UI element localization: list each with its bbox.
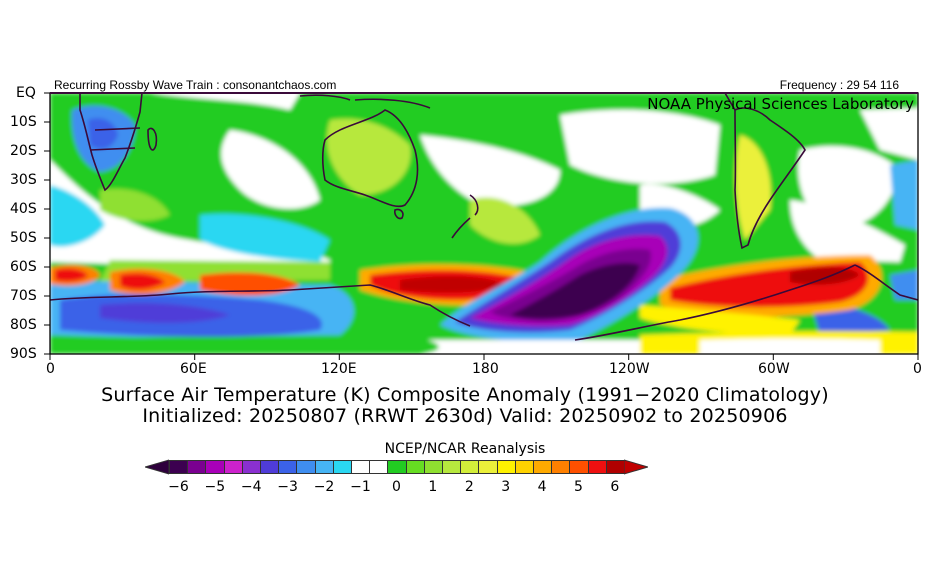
lon-ticks (49, 354, 919, 360)
lat-label-20s: 20S (10, 143, 37, 159)
anomaly-field (50, 93, 918, 354)
lat-label-eq: EQ (16, 85, 36, 101)
colorbar-over-arrow (624, 459, 648, 475)
colorbar-swatch (587, 460, 607, 474)
lon-label-180: 180 (472, 361, 499, 377)
colorbar-label: NCEP/NCAR Reanalysis (384, 441, 546, 457)
colorbar-swatch (496, 460, 516, 474)
colorbar-swatch (351, 460, 371, 474)
colorbar-tick-label: 5 (574, 479, 583, 495)
lon-label-60e: 60E (180, 361, 207, 377)
colorbar-tick-label: 1 (428, 479, 438, 495)
colorbar-tick-label: 4 (537, 479, 547, 495)
lat-label-70s: 70S (10, 288, 37, 304)
colorbar-swatch (260, 460, 280, 474)
colorbar-tick-label: 2 (464, 479, 474, 495)
colorbar (145, 459, 825, 475)
colorbar-swatch (169, 460, 189, 474)
colorbar-swatch (478, 460, 498, 474)
colorbar-tick-label: 3 (501, 479, 511, 495)
colorbar-tick-label: −1 (350, 479, 371, 495)
lat-label-40s: 40S (10, 201, 37, 217)
title-line-2: Initialized: 20250807 (RRWT 2630d) Valid… (142, 405, 788, 427)
colorbar-under-arrow (145, 459, 169, 475)
lon-label-120w: 120W (609, 361, 650, 377)
colorbar-swatch (460, 460, 480, 474)
colorbar-swatch (205, 460, 225, 474)
coastlines (50, 93, 918, 341)
title-line-1: Surface Air Temperature (K) Composite An… (101, 384, 829, 406)
colorbar-tick-label: 0 (392, 479, 401, 495)
colorbar-tick-label: −2 (313, 479, 335, 495)
colorbar-tick-label: −5 (204, 479, 226, 495)
lon-label-120e: 120E (321, 361, 357, 377)
colorbar-swatch (187, 460, 207, 474)
lat-label-60s: 60S (10, 259, 37, 275)
colorbar-swatch (442, 460, 462, 474)
colorbar-tick-label: −6 (168, 479, 189, 495)
colorbar-swatch (314, 460, 334, 474)
colorbar-swatch (423, 460, 443, 474)
header-right-caption: Frequency : 29 54 116 (779, 78, 899, 92)
colorbar-tick-label: −4 (240, 479, 262, 495)
colorbar-swatch (569, 460, 589, 474)
lat-label-30s: 30S (10, 172, 37, 188)
colorbar-swatch (514, 460, 534, 474)
colorbar-tick-label: 6 (610, 479, 620, 495)
colorbar-swatch (405, 460, 425, 474)
colorbar-tick-labels: −6 −5 −4 −3 −2 −1 0 1 2 3 4 5 6 (0, 479, 930, 497)
lab-credit: NOAA Physical Sciences Laboratory (647, 95, 914, 113)
colorbar-swatch (241, 460, 261, 474)
colorbar-swatch (223, 460, 243, 474)
colorbar-swatch (387, 460, 407, 474)
lat-label-50s: 50S (10, 230, 37, 246)
lat-label-80s: 80S (10, 317, 37, 333)
lon-label-60w: 60W (758, 361, 790, 377)
colorbar-swatch (332, 460, 352, 474)
colorbar-swatch (296, 460, 316, 474)
colorbar-swatch (605, 460, 625, 474)
colorbar-swatch (278, 460, 298, 474)
lat-ticks (44, 92, 50, 355)
colorbar-swatch (533, 460, 553, 474)
header-left-caption: Recurring Rossby Wave Train : consonantc… (54, 78, 337, 92)
lon-label-0: 0 (46, 361, 55, 377)
lat-label-10s: 10S (10, 114, 37, 130)
lat-label-90s: 90S (10, 346, 37, 362)
colorbar-swatch (551, 460, 571, 474)
lon-label-0-right: 0 (913, 361, 922, 377)
colorbar-tick-label: −3 (277, 479, 298, 495)
colorbar-swatch (369, 460, 389, 474)
